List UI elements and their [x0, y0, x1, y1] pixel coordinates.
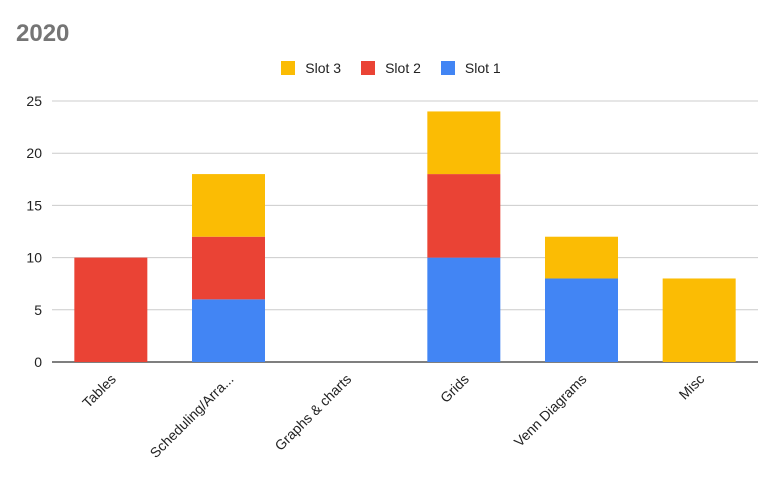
- y-tick-label: 25: [26, 93, 42, 109]
- bar-slot-1[interactable]: [545, 278, 618, 362]
- x-tick-label: Tables: [79, 371, 119, 411]
- bar-slot-2[interactable]: [74, 257, 148, 362]
- bar-slot-2[interactable]: [427, 174, 501, 258]
- x-tick-label: Graphs & charts: [271, 371, 354, 454]
- legend-swatch: [361, 61, 376, 75]
- x-tick-label: Venn Diagrams: [511, 371, 590, 450]
- bar-slot-3[interactable]: [192, 174, 265, 237]
- chart-title: 2020: [16, 20, 70, 47]
- legend: Slot 3 Slot 2 Slot 1: [0, 60, 782, 76]
- y-tick-label: 15: [26, 197, 42, 213]
- bar-slot-3[interactable]: [662, 278, 736, 362]
- legend-label: Slot 1: [464, 60, 501, 76]
- legend-item-slot-3[interactable]: Slot 3: [281, 60, 341, 76]
- x-tick-label: Misc: [676, 371, 708, 403]
- legend-swatch: [440, 61, 455, 75]
- bar-slot-1[interactable]: [427, 257, 501, 362]
- legend-swatch: [281, 61, 296, 75]
- legend-label: Slot 3: [305, 60, 342, 76]
- bar-slot-3[interactable]: [545, 236, 618, 279]
- legend-label: Slot 2: [385, 60, 421, 76]
- y-tick-label: 0: [34, 354, 42, 370]
- bar-slot-2[interactable]: [192, 236, 265, 300]
- bar-slot-3[interactable]: [427, 111, 501, 175]
- legend-item-slot-1[interactable]: Slot 1: [440, 60, 501, 76]
- y-tick-label: 20: [26, 145, 42, 161]
- x-tick-label: Scheduling/Arra...: [147, 371, 237, 461]
- x-tick-label: Grids: [437, 371, 472, 406]
- legend-item-slot-2[interactable]: Slot 2: [361, 60, 421, 76]
- y-tick-label: 10: [26, 250, 42, 266]
- bar-slot-1[interactable]: [192, 299, 265, 362]
- y-tick-label: 5: [34, 302, 42, 318]
